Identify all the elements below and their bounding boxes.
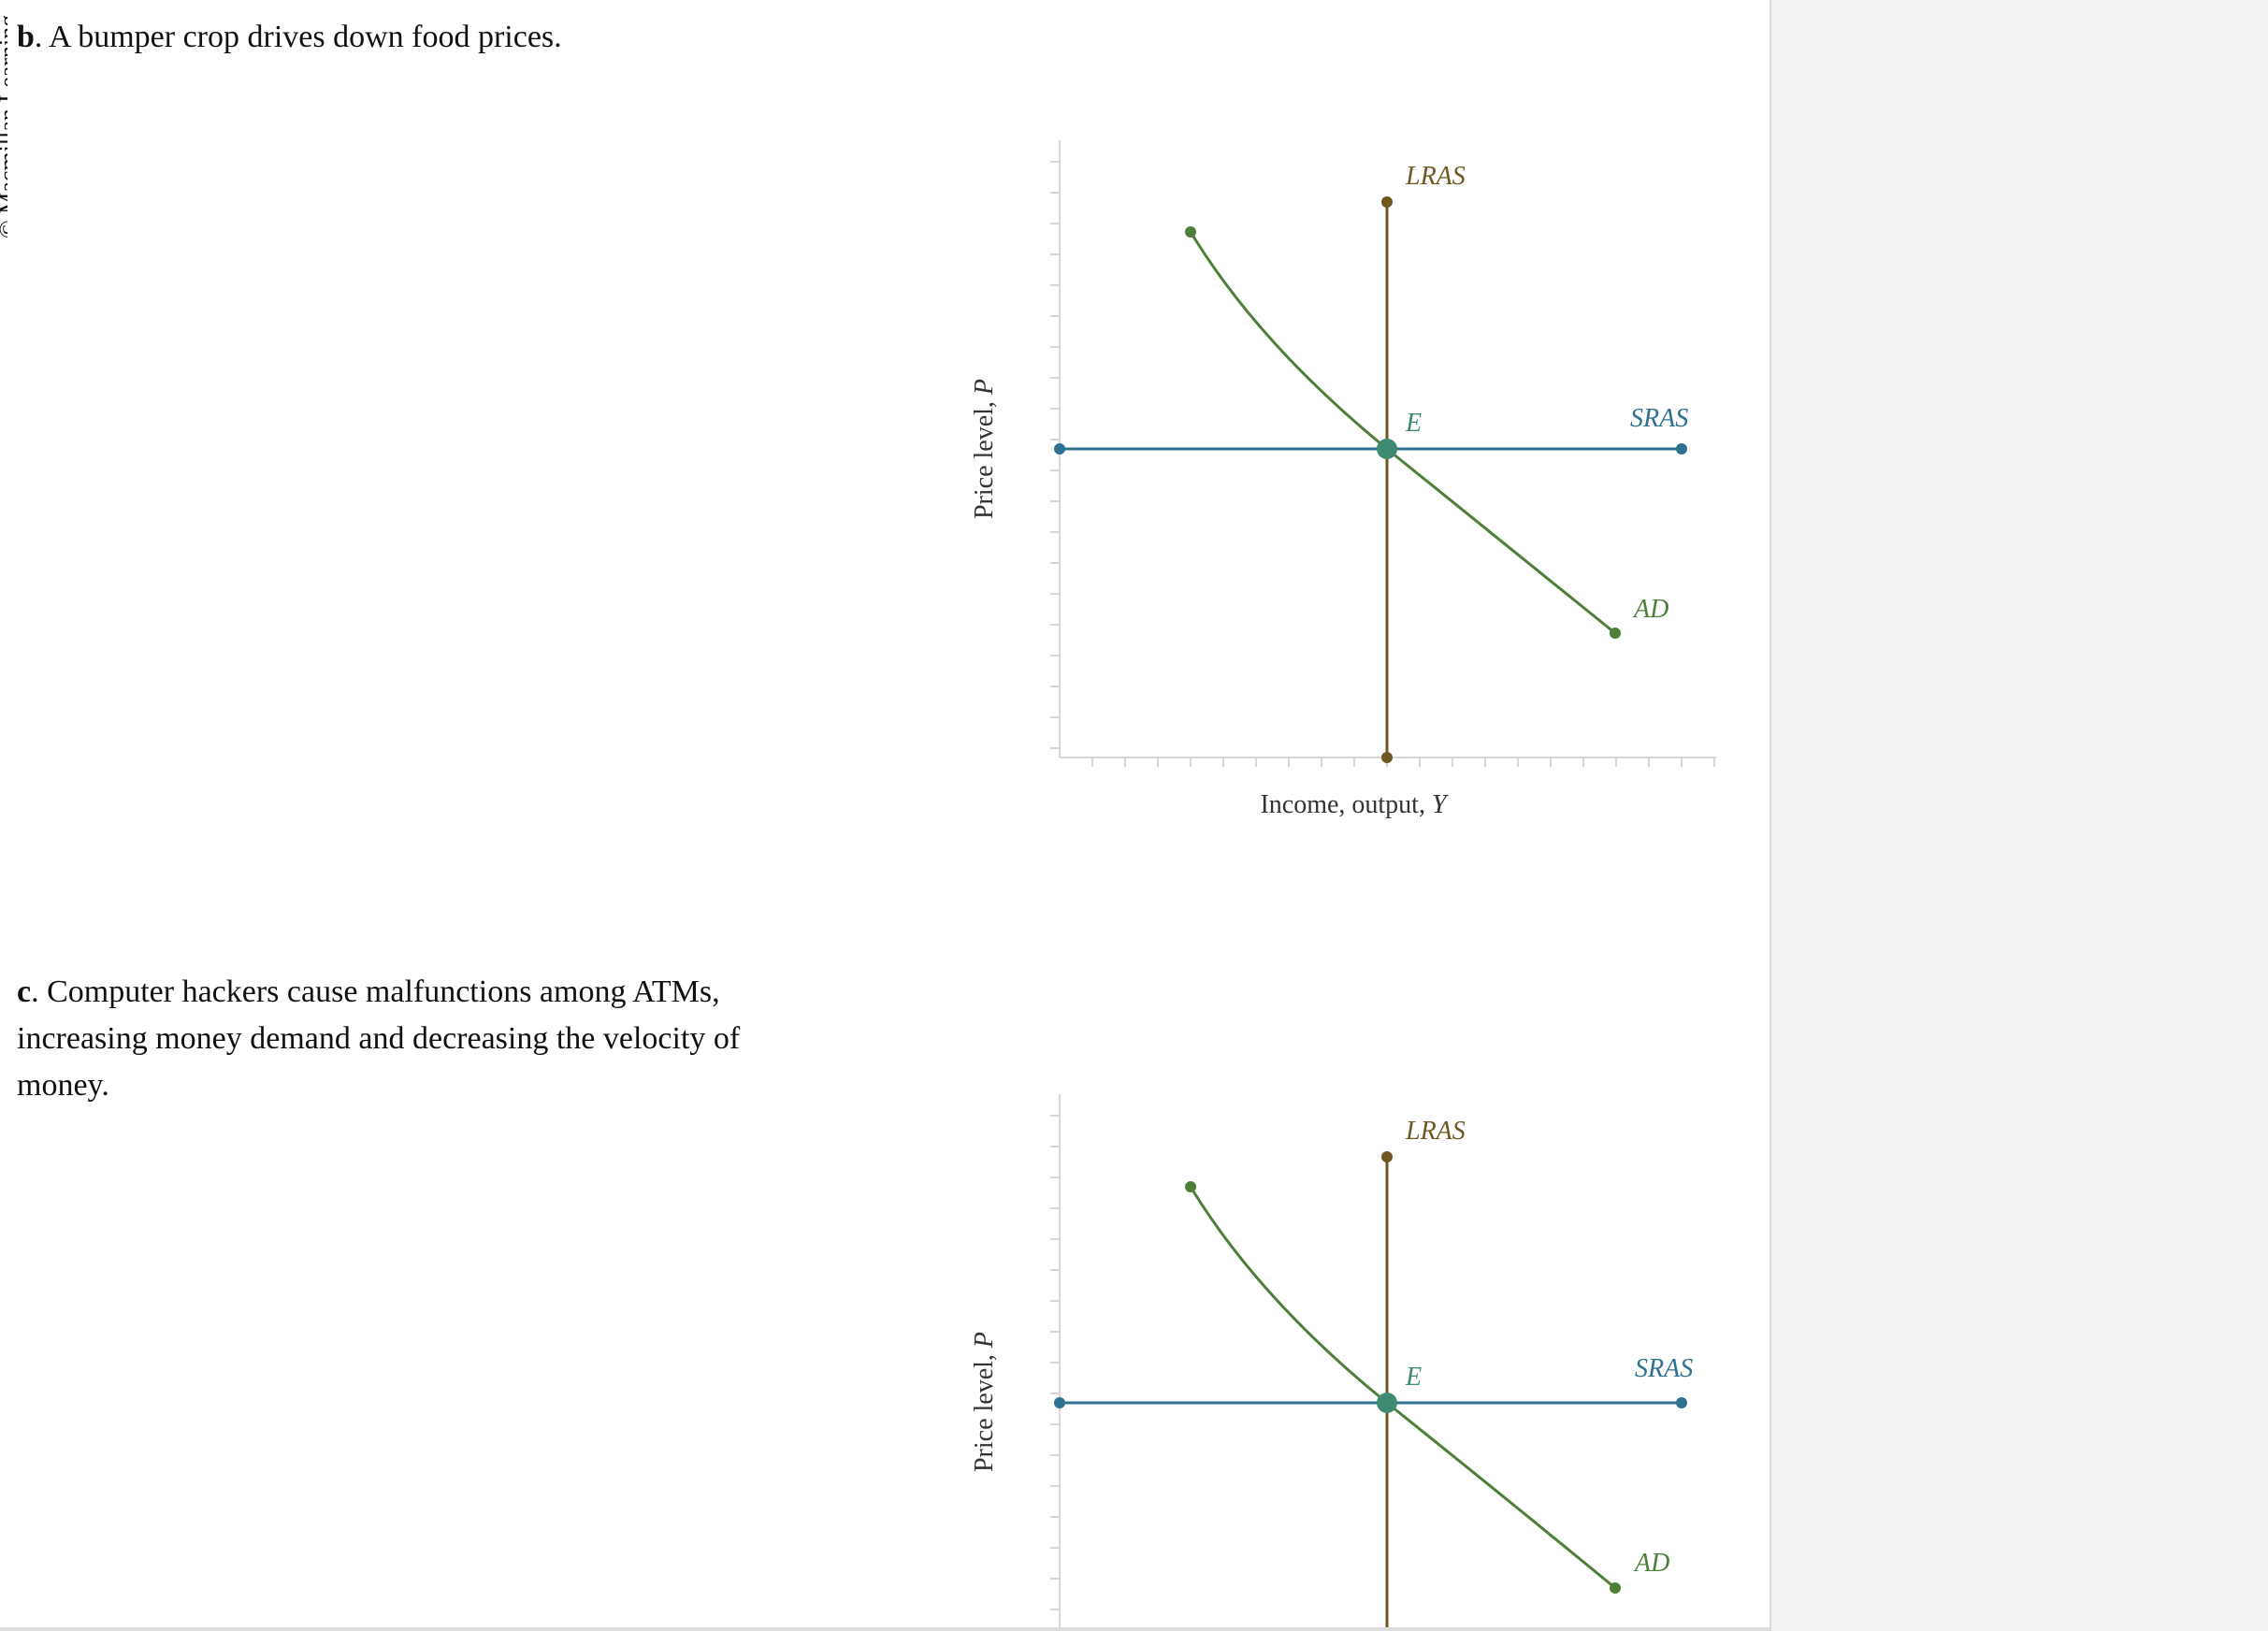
graph-b-lras-label: LRAS bbox=[1405, 162, 1466, 191]
graph-c-sras-label: SRAS bbox=[1635, 1354, 1693, 1383]
graph-c-canvas[interactable]: LRAS E SRAS AD Price level, P bbox=[935, 1066, 1758, 1631]
graph-b-sras-label: SRAS bbox=[1630, 404, 1688, 433]
graph-c-sras-right-handle[interactable] bbox=[1676, 1397, 1687, 1408]
question-b-letter: b bbox=[17, 20, 35, 54]
graph-c-y-axis-title: Price level, P bbox=[970, 1332, 999, 1472]
question-b-body: . A bumper crop drives down food prices. bbox=[34, 20, 562, 54]
graph-c-lras-label: LRAS bbox=[1405, 1117, 1466, 1146]
graph-c-equilibrium-label: E bbox=[1405, 1363, 1422, 1392]
graph-b-equilibrium-point[interactable] bbox=[1377, 439, 1397, 459]
graph-c[interactable]: LRAS E SRAS AD Price level, P bbox=[935, 1066, 1758, 1631]
right-side-panel bbox=[1770, 0, 2268, 1631]
graph-b-sras-right-handle[interactable] bbox=[1676, 443, 1687, 455]
question-c-letter: c bbox=[17, 974, 32, 1009]
graph-b-lras-top-handle[interactable] bbox=[1381, 196, 1393, 208]
graph-b-ad-curve[interactable] bbox=[1189, 231, 1616, 635]
graph-b-y-axis-title: Price level, P bbox=[970, 379, 999, 519]
copyright-text: © Macmillan Learning bbox=[0, 14, 7, 238]
graph-b-ad-bottom-handle[interactable] bbox=[1610, 628, 1621, 639]
graph-c-axes bbox=[1050, 1094, 1061, 1631]
graph-b-ad-top-handle[interactable] bbox=[1185, 226, 1196, 238]
graph-c-ad-top-handle[interactable] bbox=[1185, 1181, 1196, 1192]
graph-c-sras-left-handle[interactable] bbox=[1054, 1397, 1065, 1408]
question-c-text: c. Computer hackers cause malfunctions a… bbox=[17, 969, 821, 1109]
graph-b-canvas[interactable]: LRAS E SRAS AD Price level, P Income, ou… bbox=[935, 112, 1758, 860]
graph-b-sras-left-handle[interactable] bbox=[1054, 443, 1065, 455]
bottom-divider bbox=[0, 1627, 1770, 1631]
graph-b-ad-label: AD bbox=[1632, 595, 1668, 624]
graph-b-x-axis-title: Income, output, Y bbox=[1260, 790, 1450, 819]
graph-b-lras-bottom-handle[interactable] bbox=[1381, 752, 1393, 763]
question-content: © Macmillan Learning b. A bumper crop dr… bbox=[0, 0, 1770, 1631]
graph-c-equilibrium-point[interactable] bbox=[1377, 1393, 1397, 1413]
question-b-text: b. A bumper crop drives down food prices… bbox=[17, 14, 952, 61]
graph-b-equilibrium-label: E bbox=[1405, 409, 1422, 438]
graph-c-lras-top-handle[interactable] bbox=[1381, 1151, 1393, 1162]
graph-c-ad-bottom-handle[interactable] bbox=[1610, 1582, 1621, 1594]
question-c-body: . Computer hackers cause malfunctions am… bbox=[17, 974, 741, 1103]
copyright-notice: © Macmillan Learning bbox=[0, 0, 7, 243]
graph-b[interactable]: LRAS E SRAS AD Price level, P Income, ou… bbox=[935, 112, 1758, 860]
graph-c-ad-label: AD bbox=[1633, 1549, 1669, 1578]
graph-c-ad-curve[interactable] bbox=[1189, 1186, 1616, 1590]
